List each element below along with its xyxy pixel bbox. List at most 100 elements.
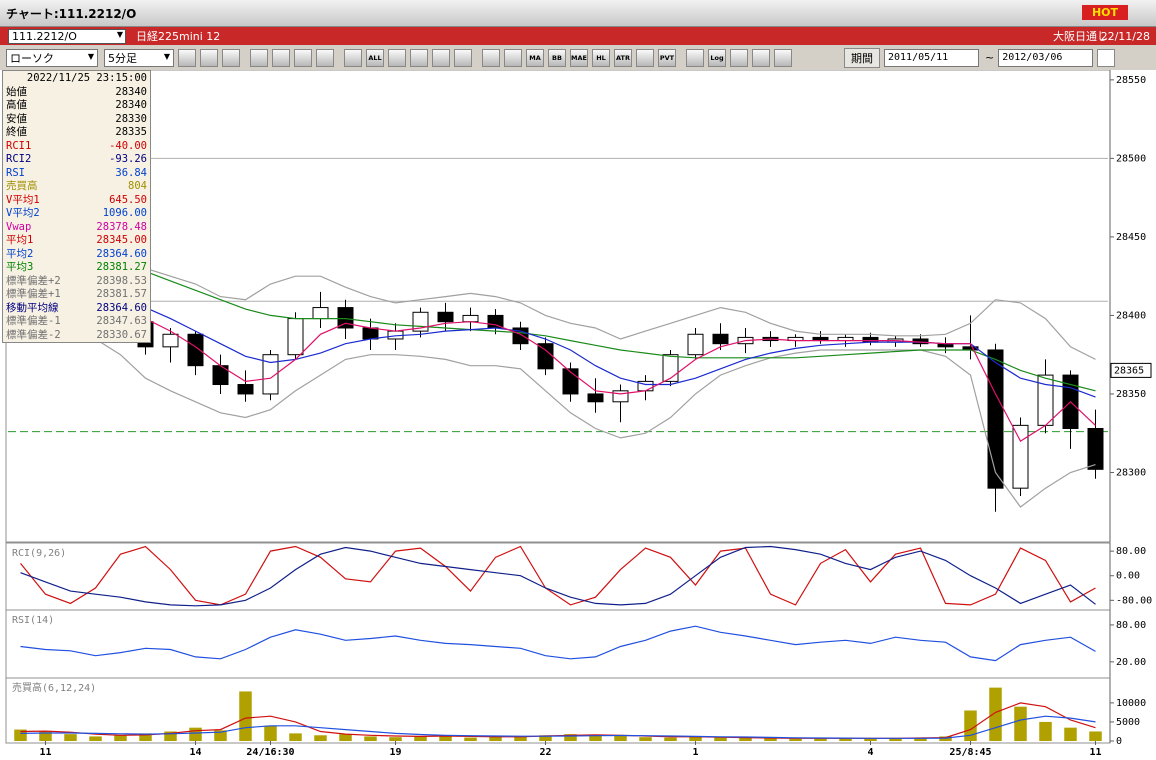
y-tick-label: 80.00	[1116, 546, 1146, 557]
candle-body	[612, 390, 629, 403]
info-label: 標準偏差-1	[6, 315, 61, 327]
toolbar-icon[interactable]	[250, 48, 268, 67]
info-label: 標準偏差-2	[6, 328, 61, 341]
toolbar-icon[interactable]: Log	[708, 48, 726, 67]
volume-bar	[789, 738, 802, 741]
period-button[interactable]: 期間	[844, 47, 880, 68]
toolbar-icon[interactable]	[482, 48, 500, 67]
x-tick-label: 11	[39, 747, 51, 758]
volume-bar	[164, 731, 177, 741]
toolbar-icon[interactable]	[686, 48, 704, 67]
chart-style-select[interactable]: ローソク	[6, 48, 98, 67]
toolbar-icon[interactable]	[200, 48, 218, 67]
volume-bar	[589, 734, 602, 741]
toolbar-icon[interactable]: PVT	[658, 48, 676, 67]
symbol-input[interactable]: 111.2212/O	[8, 28, 126, 44]
volume-bar	[39, 731, 52, 741]
y-tick-label: 28500	[1116, 153, 1146, 164]
volume-bar	[389, 737, 402, 741]
toolbar-icon[interactable]	[636, 48, 654, 67]
toolbar-icon[interactable]	[504, 48, 522, 67]
info-panel: 2022/11/25 23:15:00 始値 28340 高値 28340 安値 2833…	[2, 70, 151, 343]
y-tick-label: 28350	[1116, 389, 1146, 400]
toolbar-icon[interactable]	[222, 48, 240, 67]
y-tick-label: -80.00	[1116, 595, 1152, 606]
info-row: 標準偏差-1 28347.63	[6, 315, 147, 329]
last-price-box	[1110, 362, 1152, 378]
interval-select[interactable]: 5分足	[104, 48, 174, 67]
volume-bar	[864, 738, 877, 741]
info-row: 標準偏差-2 28330.67	[6, 329, 147, 343]
info-label: 平均1	[6, 234, 34, 246]
info-datetime: 2022/11/25 23:15:00	[26, 72, 147, 84]
volume-bar	[364, 736, 377, 741]
toolbar-icon[interactable]	[388, 48, 406, 67]
toolbar-icon[interactable]	[344, 48, 362, 67]
from-date[interactable]: 2011/05/11	[884, 48, 979, 67]
volume-bar	[464, 737, 477, 741]
x-tick-label: 1	[692, 747, 698, 758]
volume-bar	[989, 687, 1002, 741]
candle-body	[662, 354, 679, 382]
info-row: 始値 28340	[6, 86, 147, 100]
candle-body	[312, 307, 329, 320]
info-label: RCI1	[6, 139, 32, 152]
toolbar-icon[interactable]	[294, 48, 312, 67]
last-price-label: 28365	[1114, 365, 1144, 376]
info-value: -40.00	[109, 139, 147, 152]
info-label: Vwap	[6, 220, 32, 233]
info-row: 平均2 28364.60	[6, 248, 147, 262]
toolbar-icon[interactable]	[752, 48, 770, 67]
toolbar-icon[interactable]	[432, 48, 450, 67]
toolbar-icon[interactable]	[730, 48, 748, 67]
candle-body	[1087, 427, 1104, 470]
toolbar-icon[interactable]	[454, 48, 472, 67]
to-date[interactable]: 2012/03/06	[998, 48, 1094, 67]
candle-body	[437, 311, 454, 323]
toolbar-icon[interactable]: BB	[548, 48, 566, 67]
volume-bar	[239, 691, 252, 741]
candle-body	[712, 333, 729, 345]
info-value: 28345.00	[96, 234, 147, 246]
info-row: 安値 28330	[6, 113, 147, 127]
info-value: 28381.57	[96, 288, 147, 300]
volume-bar	[489, 736, 502, 741]
session: 大阪日通し	[1053, 30, 1108, 43]
info-value: 28364.60	[96, 247, 147, 260]
toolbar-icon[interactable]	[178, 48, 196, 67]
y-tick-label: 20.00	[1116, 657, 1146, 668]
info-label: 終値	[6, 126, 27, 138]
panel-title: RSI(14)	[12, 615, 54, 626]
volume-bar	[1014, 706, 1027, 741]
series-line	[20, 258, 1096, 392]
toolbar-icon[interactable]: ATR	[614, 48, 632, 67]
volume-bar	[1089, 731, 1102, 741]
info-row: 売買高 804	[6, 180, 147, 194]
y-tick-label: 0.00	[1116, 571, 1140, 582]
volume-bar	[439, 735, 452, 741]
volume-bar	[939, 736, 952, 741]
toolbar-icon[interactable]: HL	[592, 48, 610, 67]
toolbar-icon[interactable]	[774, 48, 792, 67]
volume-bar	[839, 737, 852, 741]
toolbar-icon[interactable]	[410, 48, 428, 67]
volume-bar	[339, 734, 352, 741]
candle-body	[462, 314, 479, 323]
info-value: 28335	[115, 126, 147, 138]
session-date: 22/11/28	[1100, 29, 1150, 43]
volume-bar	[614, 735, 627, 741]
volume-bar	[664, 737, 677, 741]
candle-body	[862, 336, 879, 343]
toolbar-icon[interactable]	[316, 48, 334, 67]
volume-bar	[714, 737, 727, 741]
checkbox[interactable]	[1097, 48, 1116, 67]
info-value: 28340	[115, 85, 147, 98]
volume-bar	[189, 727, 202, 741]
info-row: RCI1 -40.00	[6, 140, 147, 154]
toolbar-icon[interactable]: ALL	[366, 48, 384, 67]
hot-badge[interactable]: HOT	[1081, 5, 1128, 20]
toolbar-icon[interactable]: MAE	[570, 48, 588, 67]
info-value: 645.50	[109, 193, 147, 206]
toolbar-icon[interactable]: MA	[526, 48, 544, 67]
toolbar-icon[interactable]	[272, 48, 290, 67]
